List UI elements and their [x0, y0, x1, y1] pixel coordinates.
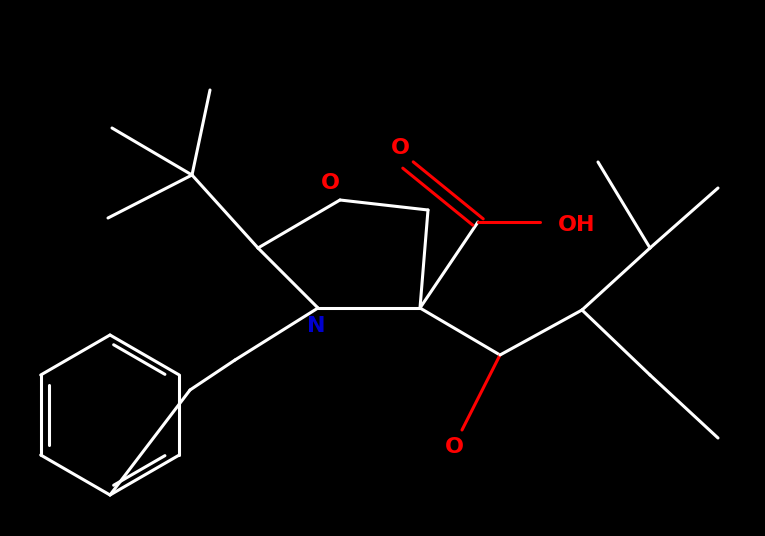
- Text: O: O: [321, 173, 340, 193]
- Text: OH: OH: [558, 215, 595, 235]
- Text: N: N: [308, 316, 326, 336]
- Text: O: O: [445, 437, 464, 457]
- Text: O: O: [391, 138, 410, 158]
